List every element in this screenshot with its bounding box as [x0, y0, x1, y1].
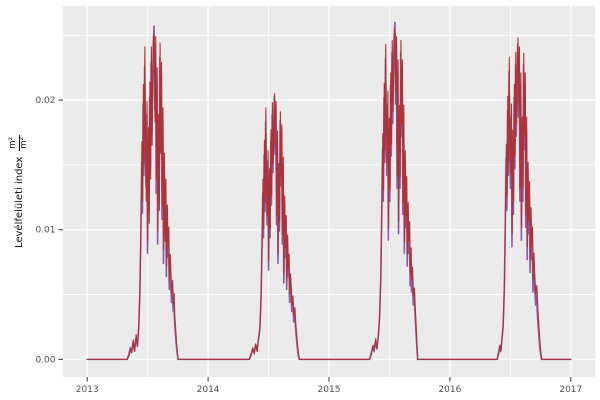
y-tick-label: 0.01: [35, 226, 55, 236]
x-tick-label: 2014: [197, 385, 220, 395]
y-tick-label: 0.00: [35, 355, 55, 365]
y-axis-unit-numerator: m²: [8, 134, 20, 151]
x-tick-label: 2015: [318, 385, 341, 395]
y-tick-label: 0.02: [35, 96, 55, 106]
y-axis-title-text: Levélfelületi index: [13, 156, 25, 249]
x-tick-label: 2013: [76, 385, 99, 395]
x-tick-label: 2016: [438, 385, 461, 395]
y-axis-unit-fraction: m² m²: [8, 134, 29, 151]
x-tick-label: 2017: [559, 385, 582, 395]
series-red-line: [86, 28, 572, 360]
y-axis-title: Levélfelületi index m² m²: [2, 6, 36, 377]
y-axis-unit-denominator: m²: [18, 136, 29, 149]
